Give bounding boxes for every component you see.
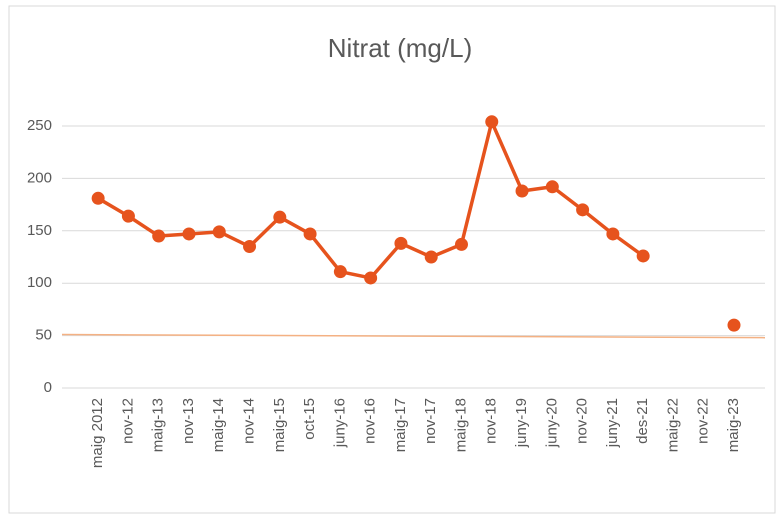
x-tick-label: juny-20 [543, 398, 560, 448]
x-tick-label: nov-16 [362, 398, 379, 444]
data-point [424, 250, 438, 264]
x-tick-label: nov-13 [180, 398, 197, 444]
data-point [454, 237, 468, 251]
reference-line [61, 333, 766, 339]
x-tick-label: juny-16 [331, 398, 348, 448]
x-tick-label: nov-12 [119, 398, 136, 444]
y-tick-label: 0 [44, 379, 52, 396]
data-point [545, 180, 559, 194]
x-tick-label: nov-22 [695, 398, 712, 444]
data-point [727, 318, 741, 332]
x-tick-label: maig-13 [150, 398, 167, 452]
x-tick-label: maig 2012 [89, 398, 106, 468]
chart-title: Nitrat (mg/L) [328, 33, 472, 63]
data-point [243, 240, 257, 254]
y-tick-label: 100 [27, 274, 52, 291]
x-tick-label: nov-18 [483, 398, 500, 444]
data-point [182, 227, 196, 241]
x-tick-label: nov-20 [574, 398, 591, 444]
x-tick-label: des-21 [634, 398, 651, 444]
x-tick-label: nov-14 [241, 398, 258, 444]
x-tick-label: oct-15 [301, 398, 318, 440]
x-tick-label: maig-23 [725, 398, 742, 452]
data-point [636, 249, 650, 263]
data-point [303, 227, 317, 241]
data-point [91, 191, 105, 205]
y-tick-label: 150 [27, 222, 52, 239]
y-tick-label: 50 [35, 327, 52, 344]
x-tick-label: maig-14 [210, 398, 227, 452]
data-point [273, 210, 287, 224]
data-point [515, 184, 529, 198]
data-point [121, 209, 135, 223]
x-tick-label: maig-17 [392, 398, 409, 452]
x-tick-label: juny-19 [513, 398, 530, 448]
data-point [485, 115, 499, 129]
data-point [394, 236, 408, 250]
x-tick-label: maig-18 [452, 398, 469, 452]
data-point [333, 265, 347, 279]
data-point [152, 229, 166, 243]
y-tick-label: 250 [27, 117, 52, 134]
data-point [576, 203, 590, 217]
x-tick-label: maig-15 [271, 398, 288, 452]
data-point [212, 225, 226, 239]
data-point [364, 271, 378, 285]
data-point [606, 227, 620, 241]
y-tick-label: 200 [27, 169, 52, 186]
x-tick-label: maig-22 [664, 398, 681, 452]
x-tick-label: juny-21 [604, 398, 621, 448]
x-tick-label: nov-17 [422, 398, 439, 444]
